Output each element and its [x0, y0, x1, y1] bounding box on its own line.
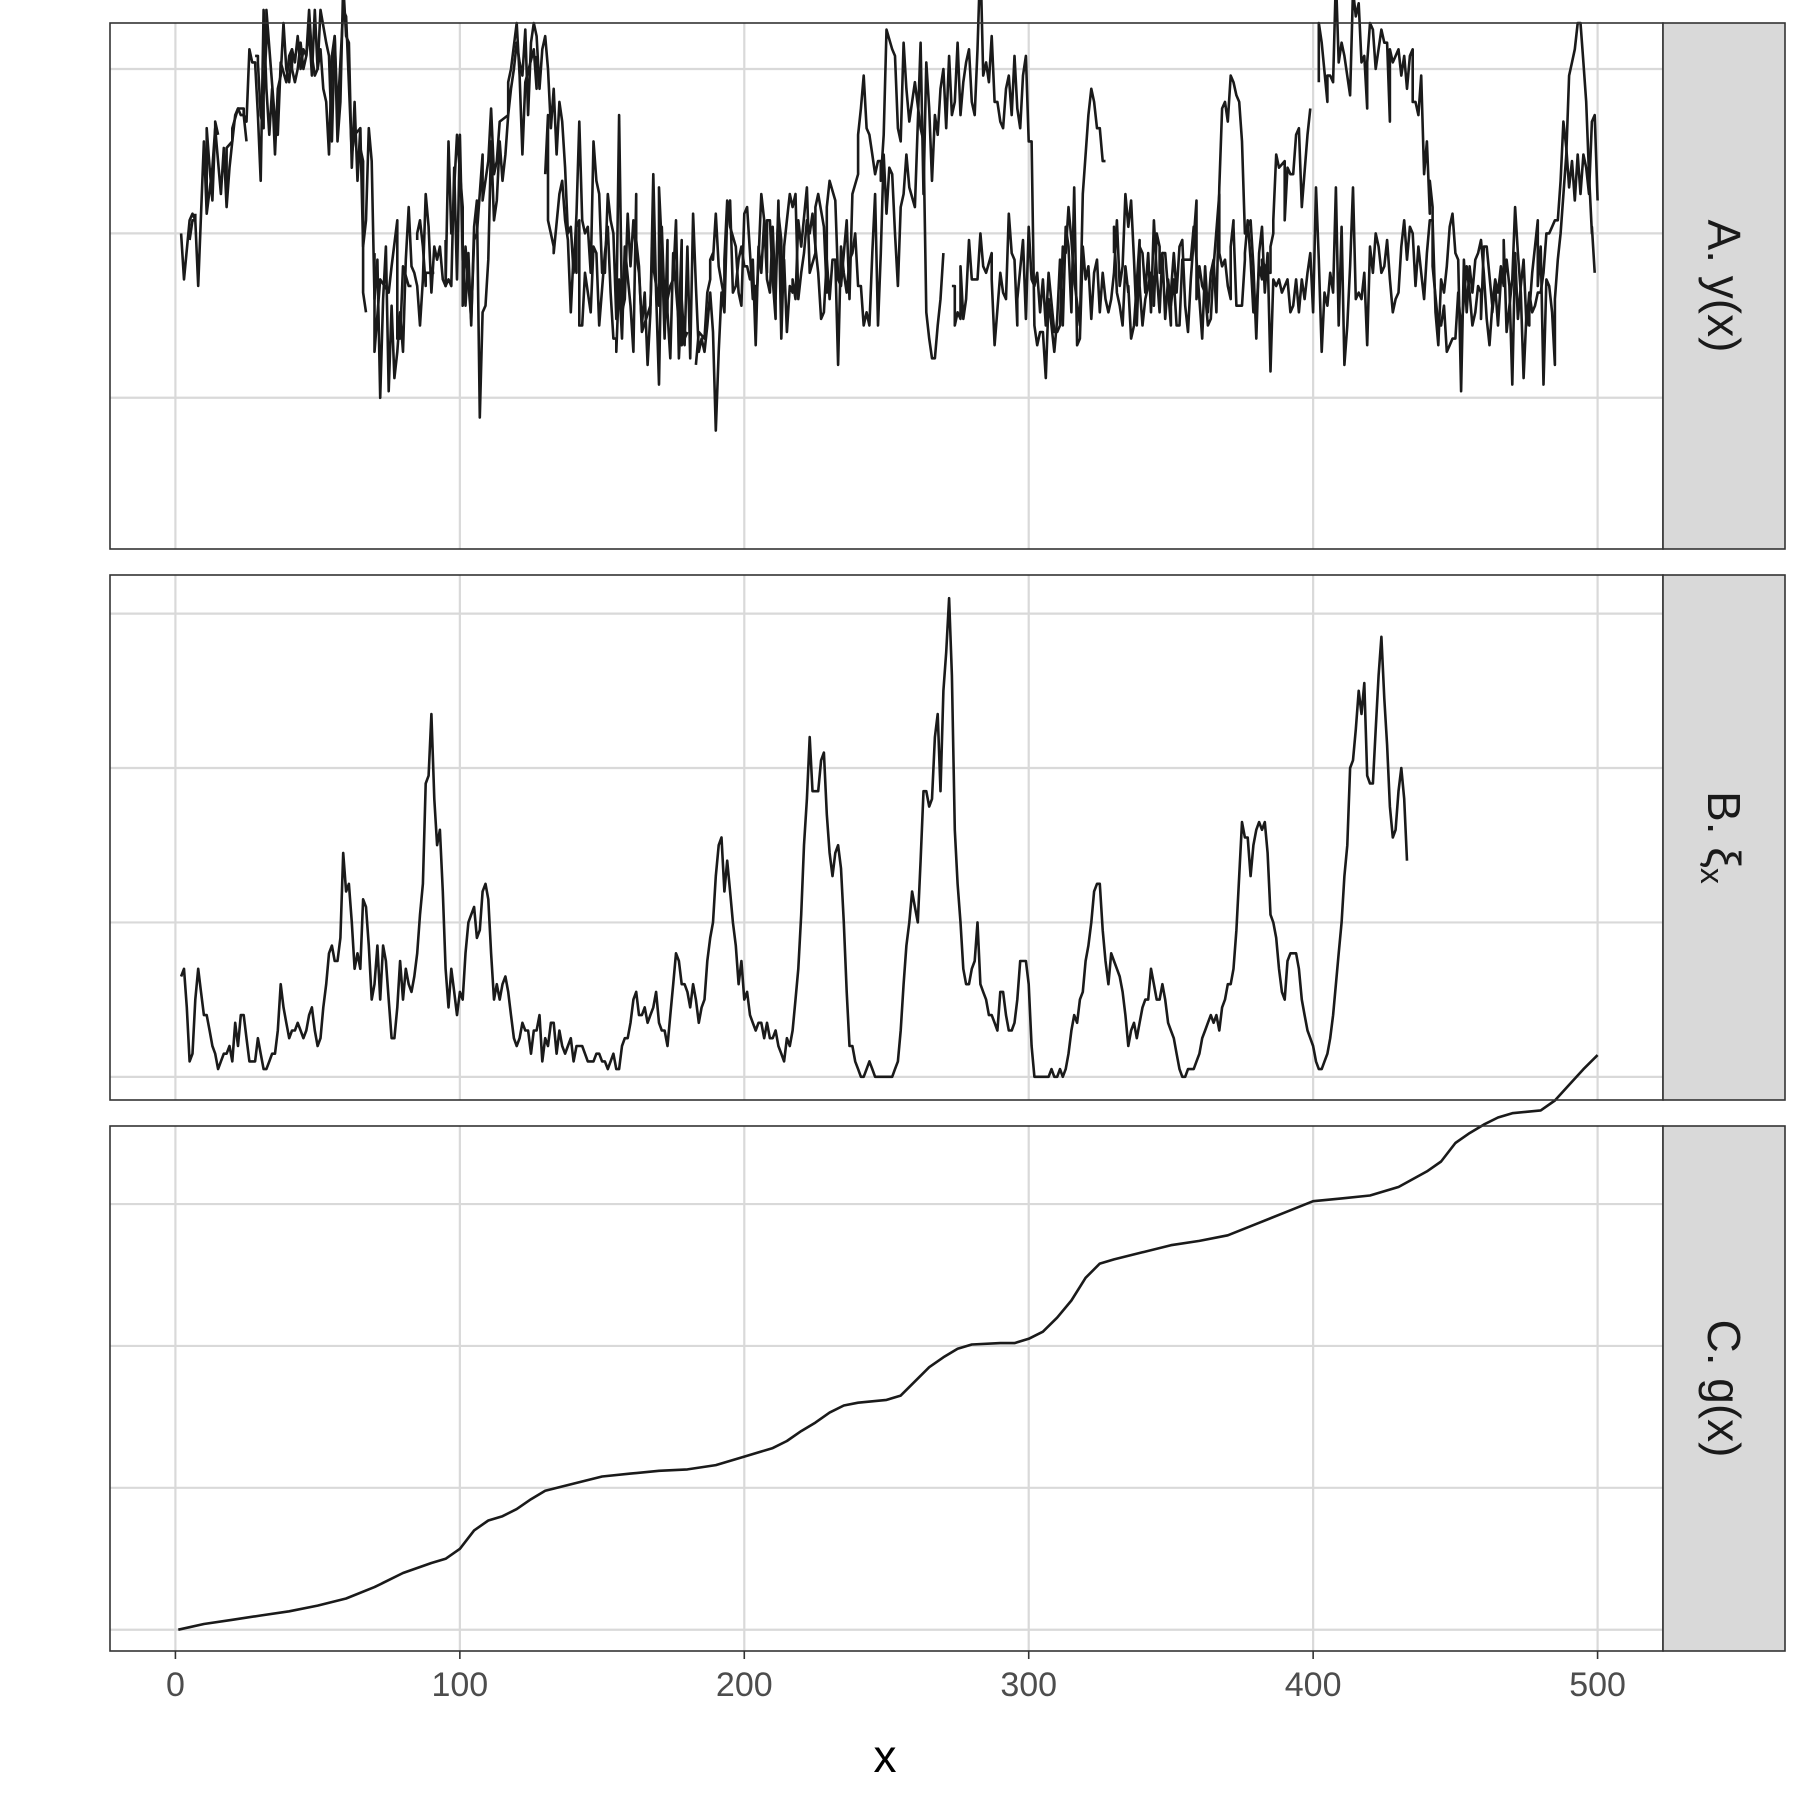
panel-2-strip — [1662, 574, 1786, 1101]
frame-layer: A. y(x) B. ξx C. g(x) — [109, 22, 1786, 1652]
x-axis: 0 100 200 300 400 500 — [166, 1651, 1626, 1704]
x-tick-label-4: 400 — [1285, 1666, 1342, 1704]
panel-3-strip-label: C. g(x) — [1698, 1320, 1750, 1458]
panel-3-background — [110, 1126, 1663, 1651]
panel-1-strip-label-main: A. y(x) — [1698, 220, 1750, 353]
x-tick-label-3: 300 — [1000, 1666, 1057, 1704]
x-tick-label-2: 200 — [716, 1666, 773, 1704]
panel-2-strip-label-main: B. ξ — [1698, 791, 1750, 868]
panel-3-strip-label-main: C. g(x) — [1698, 1320, 1750, 1458]
panel-1-strip — [1662, 22, 1786, 550]
panel-1-series-line — [179, 0, 1599, 432]
x-tick-label-1: 100 — [431, 1666, 488, 1704]
x-tick-label-5: 500 — [1569, 1666, 1626, 1704]
panel-1-strip-label: A. y(x) — [1698, 220, 1750, 353]
panel-2-background — [110, 575, 1663, 1100]
panel-1-series-line-segment-10 — [1112, 108, 1312, 340]
panel-2-series-line — [179, 596, 1409, 1079]
panel-1-background — [110, 23, 1663, 549]
series-layer — [178, 0, 1599, 1631]
panel-3-strip — [1662, 1125, 1786, 1652]
panel-2-strip-label-subscript: x — [1694, 868, 1730, 884]
x-tick-label-0: 0 — [166, 1666, 185, 1704]
panel-1-series-line-segment-7 — [543, 113, 689, 360]
x-axis-title: x — [874, 1730, 897, 1782]
grid-layer — [110, 23, 1663, 1651]
panel-2-strip-label: B. ξx — [1694, 791, 1750, 884]
panel-3-series-line — [178, 1054, 1599, 1631]
panel-1-series-line-segment-1 — [205, 120, 220, 202]
